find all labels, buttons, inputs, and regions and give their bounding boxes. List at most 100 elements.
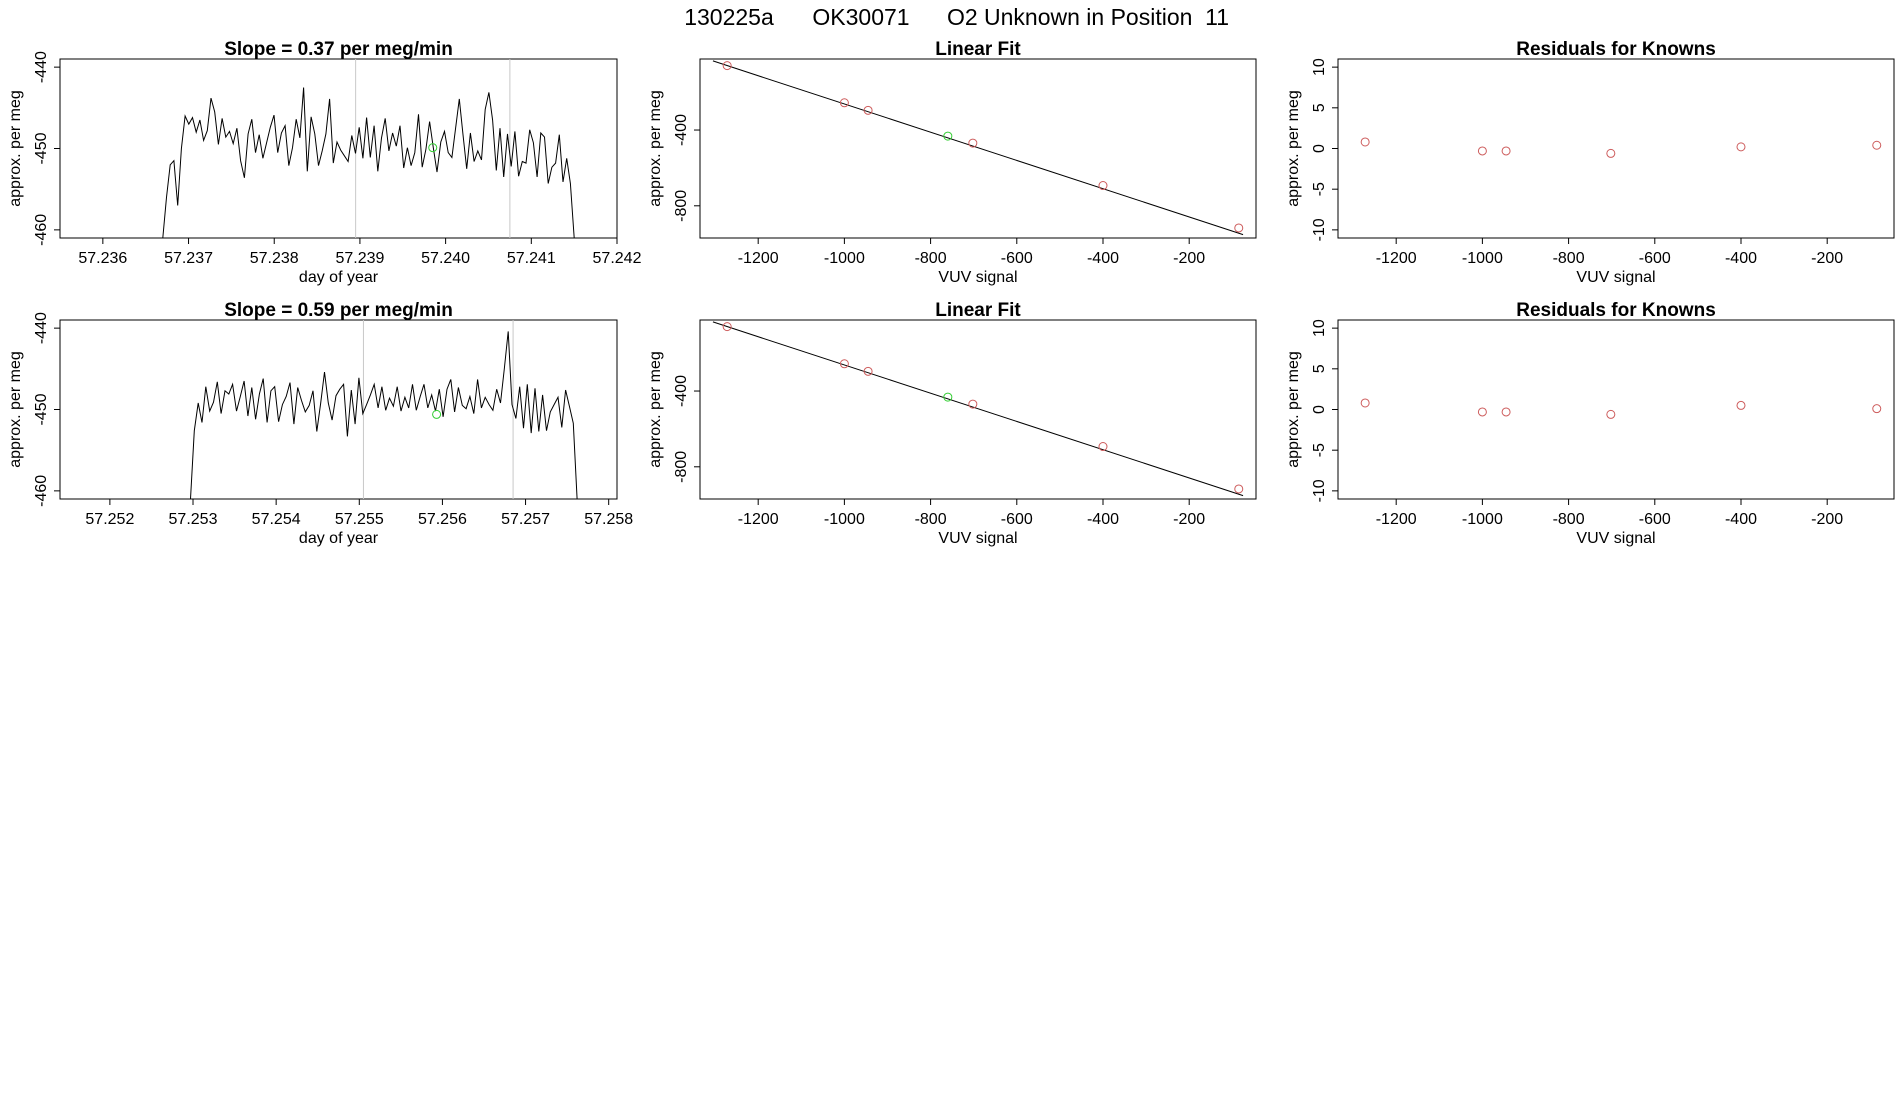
known-point xyxy=(968,399,978,409)
x-tick-label: 57.242 xyxy=(593,250,642,267)
x-tick-label: -1000 xyxy=(824,250,865,267)
panel-5: Linear Fit -1200 -1000 -800 -600 -400 -200 VUV … xyxy=(647,300,1257,547)
known-point xyxy=(839,359,849,369)
y-axis-label: approx. per meg xyxy=(1285,90,1302,207)
y-tick-label: -450 xyxy=(33,132,50,164)
y-tick-label: -800 xyxy=(673,451,690,483)
x-tick-label: -200 xyxy=(1811,511,1843,528)
panel-title: Linear Fit xyxy=(935,39,1021,60)
y-tick-label: 0 xyxy=(1311,405,1328,414)
plot-frame xyxy=(1337,319,1895,500)
x-tick-label: -400 xyxy=(1725,250,1757,267)
known-point xyxy=(1098,442,1108,452)
x-axis-label: day of year xyxy=(299,269,379,286)
y-tick-label: -440 xyxy=(33,51,50,83)
x-axis-label: VUV signal xyxy=(938,530,1017,547)
panel-1: Slope = 0.37 per meg/min 57.236 57.237 57.2… xyxy=(7,39,642,286)
x-tick-label: -800 xyxy=(915,511,947,528)
y-tick-label: 0 xyxy=(1311,144,1328,153)
panel-6: Residuals for Knowns -1200 -1000 -800 -600 -4… xyxy=(1285,300,1895,547)
residual-point xyxy=(1872,140,1882,150)
x-tick-label: 57.255 xyxy=(335,511,384,528)
plot-frame xyxy=(699,58,1257,239)
plot-frame xyxy=(699,319,1257,500)
residual-point xyxy=(1872,404,1882,414)
x-tick-label: -800 xyxy=(1553,250,1585,267)
x-axis-label: VUV signal xyxy=(1576,530,1655,547)
residual-point xyxy=(1606,409,1616,419)
y-tick-label: -5 xyxy=(1311,443,1328,457)
x-axis-label: VUV signal xyxy=(938,269,1017,286)
x-tick-label: -600 xyxy=(1639,511,1671,528)
x-tick-label: -1200 xyxy=(738,250,779,267)
x-tick-label: 57.236 xyxy=(78,250,127,267)
x-tick-label: -600 xyxy=(1001,250,1033,267)
y-tick-label: -440 xyxy=(33,312,50,344)
y-tick-label: -400 xyxy=(673,114,690,146)
y-tick-label: -10 xyxy=(1311,479,1328,502)
y-tick-label: -400 xyxy=(673,375,690,407)
plot-frame xyxy=(59,58,618,239)
x-axis-label: day of year xyxy=(299,530,379,547)
x-tick-label: -800 xyxy=(915,250,947,267)
x-axis-label: VUV signal xyxy=(1576,269,1655,286)
x-tick-label: 57.237 xyxy=(164,250,213,267)
known-point xyxy=(968,138,978,148)
y-tick-label: 10 xyxy=(1311,319,1328,337)
y-axis-label: approx. per meg xyxy=(647,90,664,207)
y-tick-label: 5 xyxy=(1311,103,1328,112)
y-tick-label: 5 xyxy=(1311,364,1328,373)
x-tick-label: -1200 xyxy=(1376,250,1417,267)
x-tick-label: 57.257 xyxy=(501,511,550,528)
y-axis-label: approx. per meg xyxy=(7,90,24,207)
known-point xyxy=(722,322,732,332)
x-tick-label: -600 xyxy=(1639,250,1671,267)
y-tick-label: -460 xyxy=(33,475,50,507)
known-point xyxy=(1098,181,1108,191)
x-tick-label: -400 xyxy=(1087,511,1119,528)
plot-frame xyxy=(1337,58,1895,239)
residual-point xyxy=(1477,146,1487,156)
unknown-point xyxy=(943,392,953,402)
residual-point xyxy=(1360,398,1370,408)
fit-line xyxy=(712,60,1244,236)
known-point xyxy=(1234,484,1244,494)
y-tick-label: -450 xyxy=(33,393,50,425)
y-axis-label: approx. per meg xyxy=(7,351,24,468)
series-line xyxy=(162,87,575,239)
residual-point xyxy=(1736,400,1746,410)
x-tick-label: 57.254 xyxy=(252,511,301,528)
known-point xyxy=(1234,223,1244,233)
x-tick-label: -1200 xyxy=(738,511,779,528)
unknown-point xyxy=(432,409,442,419)
y-axis-label: approx. per meg xyxy=(647,351,664,468)
x-tick-label: 57.258 xyxy=(584,511,633,528)
plot-panels: Slope = 0.37 per meg/min 57.236 57.237 57.2… xyxy=(7,39,1895,547)
series-line xyxy=(190,331,578,500)
figure-title-description: O2 Unknown in Position 11 xyxy=(947,4,1229,30)
panel-3: Residuals for Knowns -1200 -1000 -800 -600 -4… xyxy=(1285,39,1895,286)
y-axis-label: approx. per meg xyxy=(1285,351,1302,468)
panel-title: Residuals for Knowns xyxy=(1516,39,1716,60)
x-tick-label: -800 xyxy=(1553,511,1585,528)
panel-title: Residuals for Knowns xyxy=(1516,300,1716,321)
x-tick-label: -1000 xyxy=(1462,511,1503,528)
panel-title: Linear Fit xyxy=(935,300,1021,321)
residual-point xyxy=(1501,146,1511,156)
x-tick-label: 57.238 xyxy=(250,250,299,267)
y-tick-label: 10 xyxy=(1311,58,1328,76)
y-tick-label: -10 xyxy=(1311,218,1328,241)
x-tick-label: -200 xyxy=(1173,511,1205,528)
y-tick-label: -460 xyxy=(33,214,50,246)
residual-point xyxy=(1360,137,1370,147)
y-tick-label: -5 xyxy=(1311,182,1328,196)
x-tick-label: -1200 xyxy=(1376,511,1417,528)
x-tick-label: -1000 xyxy=(824,511,865,528)
panel-4: Slope = 0.59 per meg/min 57.252 57.253 57.2… xyxy=(7,300,633,547)
y-tick-label: -800 xyxy=(673,190,690,222)
known-point xyxy=(722,61,732,71)
x-tick-label: 57.241 xyxy=(507,250,556,267)
x-tick-label: -600 xyxy=(1001,511,1033,528)
x-tick-label: -200 xyxy=(1811,250,1843,267)
